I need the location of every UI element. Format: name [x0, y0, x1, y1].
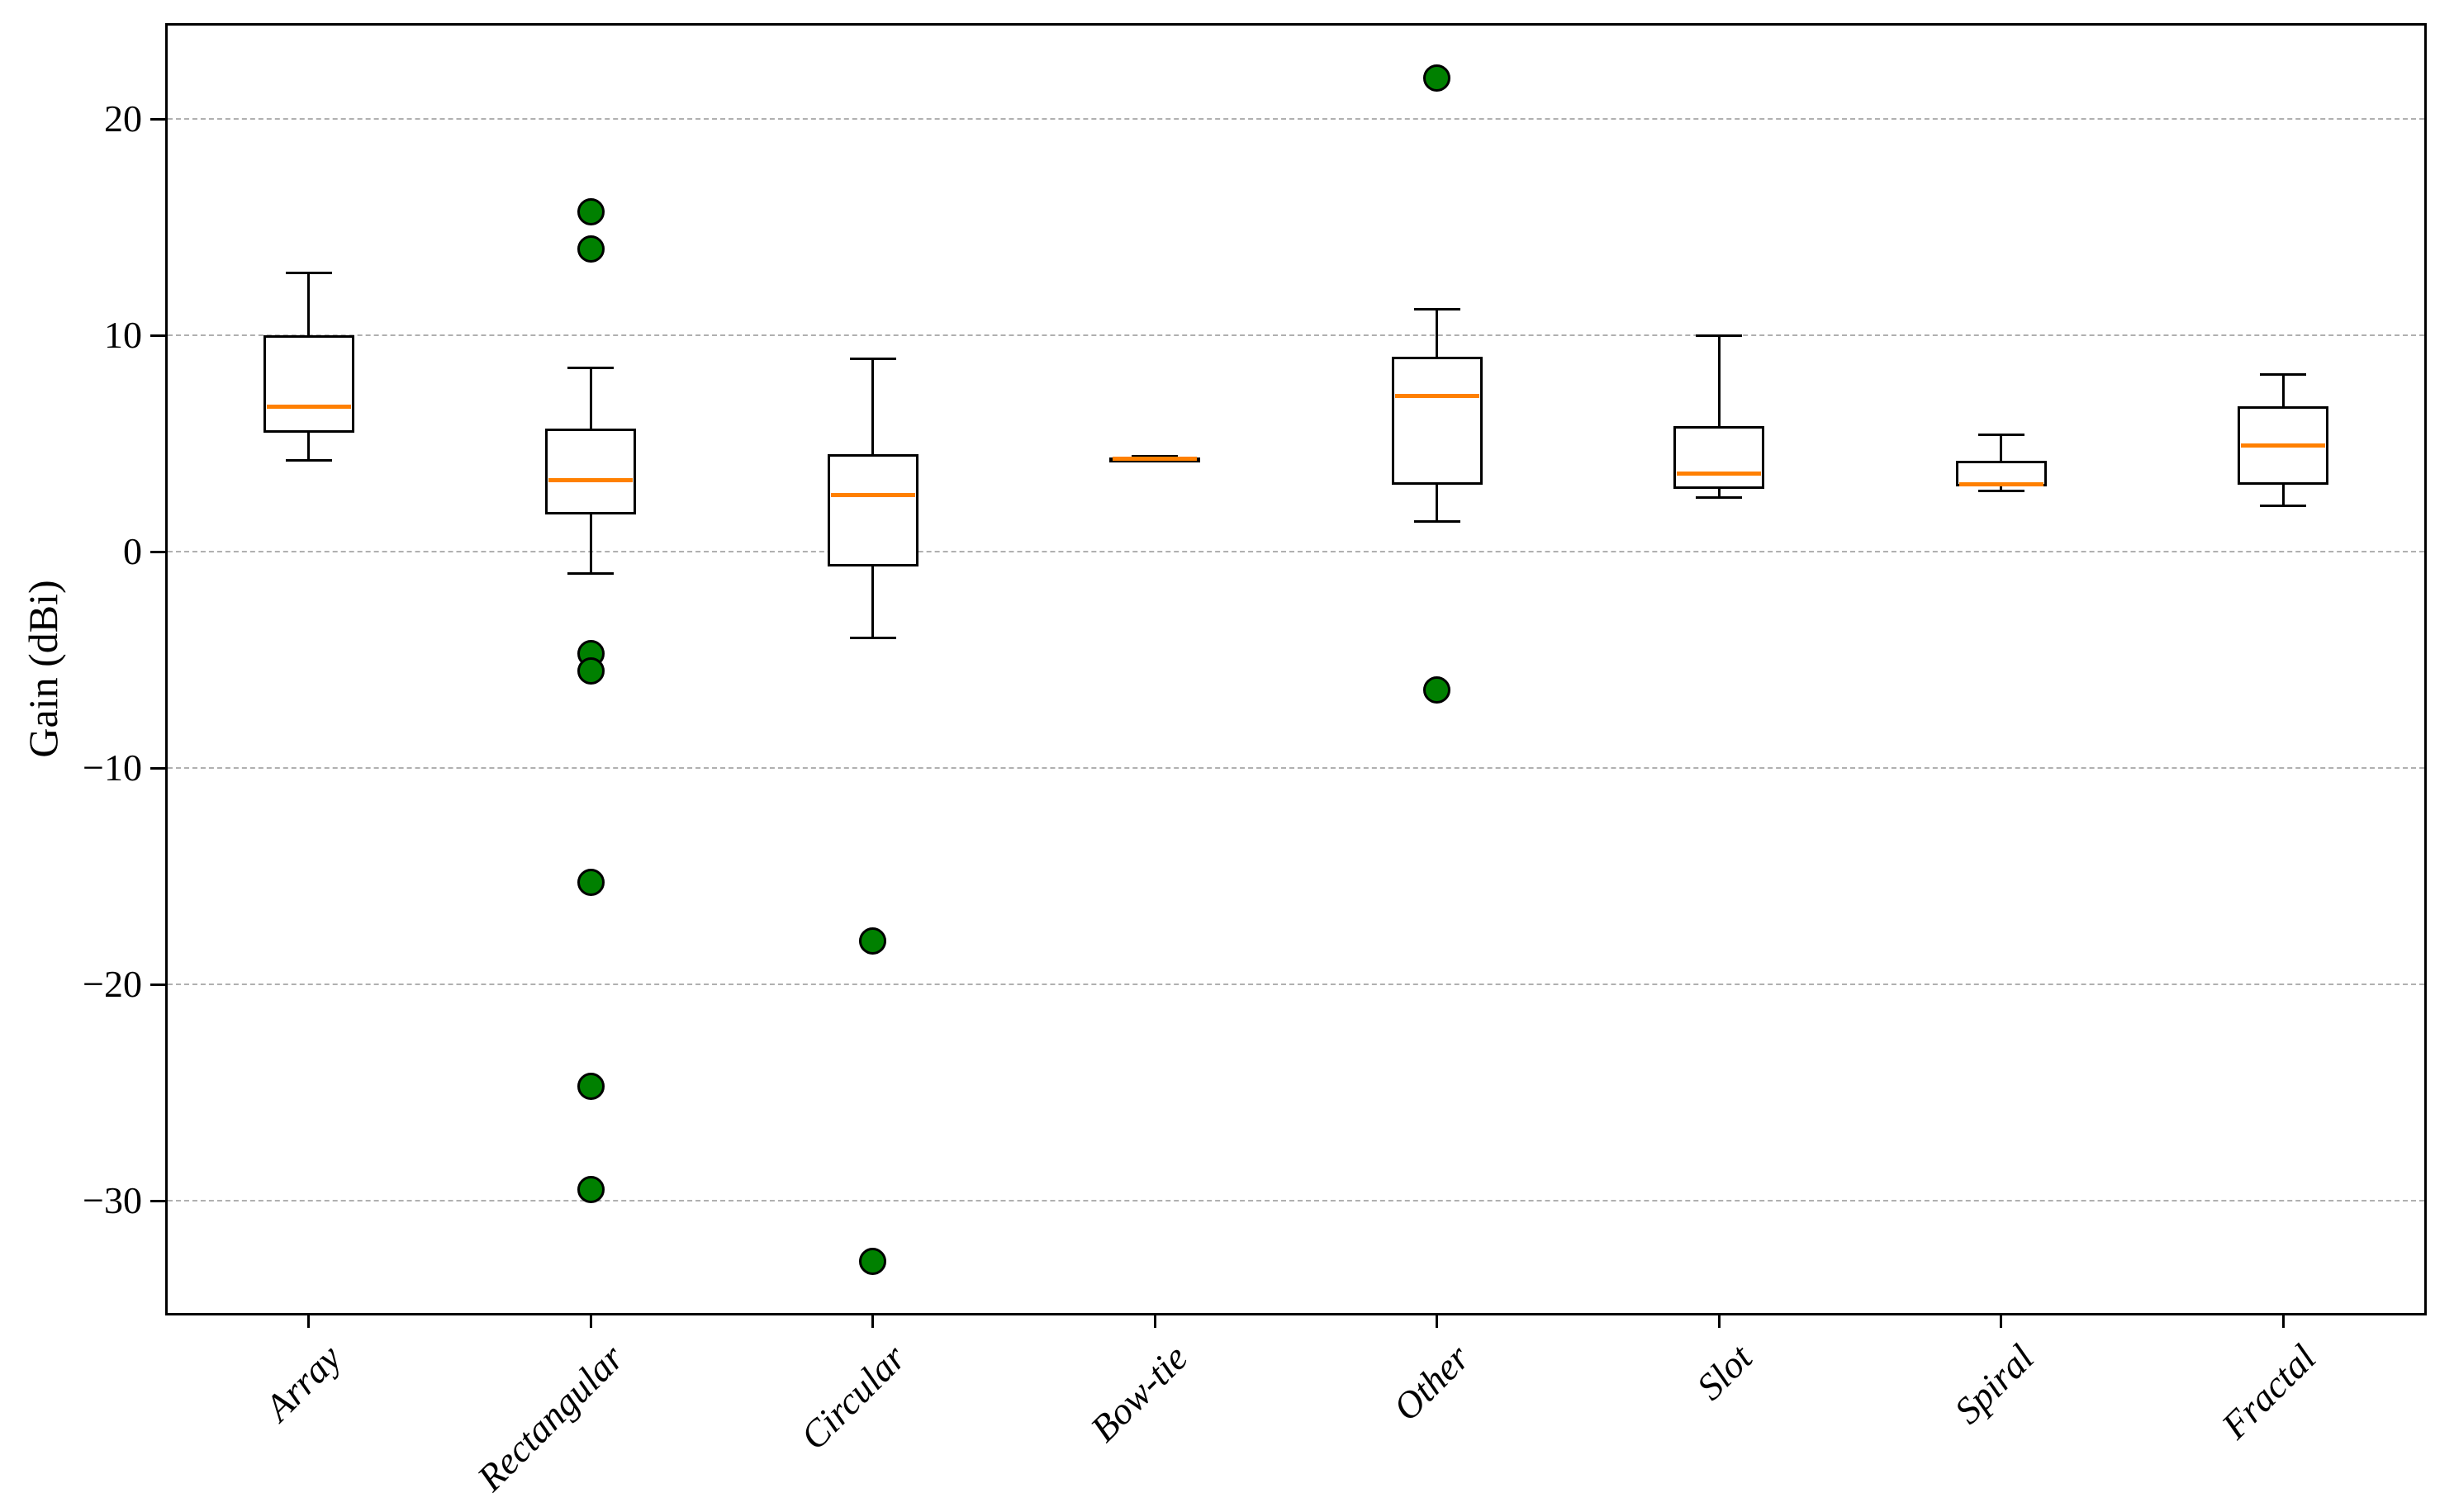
outlier-point	[859, 927, 887, 955]
whisker-lower	[2000, 486, 2003, 491]
y-tick-label: −20	[83, 963, 142, 1005]
outlier-point	[577, 198, 605, 226]
y-tick	[150, 983, 165, 986]
whisker-cap-upper	[567, 366, 615, 369]
x-tick-label-bow-tie: Bow-tie	[1082, 1336, 1196, 1450]
median-line	[1958, 482, 2043, 487]
outlier-point	[1423, 64, 1451, 92]
median-line	[1113, 456, 1198, 461]
median-line	[1394, 393, 1479, 398]
whisker-cap-upper	[1977, 434, 2024, 437]
y-tick-label: 20	[104, 97, 142, 140]
y-tick	[150, 334, 165, 337]
plot-area	[165, 23, 2427, 1315]
whisker-lower	[2281, 484, 2285, 506]
x-tick-label-rectangular: Rectangular	[468, 1336, 632, 1500]
x-tick	[1436, 1313, 1439, 1328]
box-other	[1391, 357, 1483, 485]
box-slot	[1673, 426, 1765, 489]
whisker-upper	[1717, 335, 1721, 427]
y-tick	[150, 550, 165, 553]
y-gridline	[168, 551, 2424, 552]
median-line	[1677, 472, 1762, 476]
x-tick	[2000, 1313, 2003, 1328]
median-line	[830, 493, 915, 498]
whisker-upper	[2000, 434, 2003, 461]
whisker-cap-upper	[1696, 334, 1743, 337]
whisker-lower	[1436, 484, 1439, 522]
y-tick-label: −30	[83, 1179, 142, 1221]
y-tick	[150, 117, 165, 121]
outlier-point	[577, 1176, 605, 1204]
whisker-upper	[307, 273, 311, 335]
x-tick	[307, 1313, 311, 1328]
x-tick-label-spiral: Spiral	[1946, 1336, 2043, 1432]
x-tick-label-fractal: Fractal	[2213, 1336, 2324, 1447]
whisker-cap-upper	[285, 271, 332, 274]
whisker-cap-upper	[2260, 372, 2307, 376]
outlier-point	[1423, 676, 1451, 704]
outlier-point	[577, 869, 605, 897]
whisker-upper	[589, 367, 592, 429]
whisker-upper	[2281, 374, 2285, 407]
outlier-point	[859, 1247, 887, 1275]
y-axis-label: Gain (dBi)	[20, 580, 66, 758]
outlier-point	[577, 656, 605, 685]
whisker-lower	[307, 432, 311, 461]
y-tick-label: −10	[83, 747, 142, 789]
y-gridline	[168, 334, 2424, 336]
whisker-upper	[1436, 309, 1439, 358]
whisker-lower	[1717, 489, 1721, 498]
box-array	[263, 335, 354, 433]
x-tick-label-other: Other	[1385, 1336, 1479, 1429]
whisker-cap-upper	[1132, 455, 1179, 458]
box-circular	[827, 454, 918, 567]
x-tick	[871, 1313, 875, 1328]
y-tick-label: 10	[104, 314, 142, 356]
x-tick	[2281, 1313, 2285, 1328]
whisker-cap-upper	[1413, 308, 1460, 311]
y-gridline	[168, 984, 2424, 985]
outlier-point	[577, 235, 605, 263]
whisker-cap-lower	[2260, 505, 2307, 508]
x-tick-label-circular: Circular	[792, 1336, 914, 1458]
y-gridline	[168, 1200, 2424, 1202]
median-line	[266, 404, 351, 409]
x-tick	[1717, 1313, 1721, 1328]
whisker-lower	[589, 514, 592, 574]
whisker-cap-lower	[285, 459, 332, 462]
x-tick	[1153, 1313, 1156, 1328]
whisker-upper	[871, 358, 875, 455]
y-tick-label: 0	[123, 530, 142, 572]
y-gridline	[168, 118, 2424, 120]
whisker-cap-lower	[1413, 519, 1460, 523]
x-tick-label-slot: Slot	[1687, 1336, 1760, 1408]
median-line	[2241, 443, 2326, 448]
x-tick-label-array: Array	[257, 1336, 350, 1429]
y-tick	[150, 766, 165, 770]
y-tick	[150, 1199, 165, 1202]
whisker-cap-upper	[849, 358, 896, 361]
whisker-cap-lower	[849, 637, 896, 640]
whisker-cap-lower	[567, 571, 615, 575]
outlier-point	[577, 1072, 605, 1100]
median-line	[548, 478, 634, 483]
whisker-cap-lower	[1977, 490, 2024, 493]
x-tick	[589, 1313, 592, 1328]
whisker-cap-lower	[1696, 496, 1743, 499]
box-rectangular	[545, 428, 637, 515]
whisker-lower	[871, 566, 875, 638]
y-gridline	[168, 767, 2424, 769]
